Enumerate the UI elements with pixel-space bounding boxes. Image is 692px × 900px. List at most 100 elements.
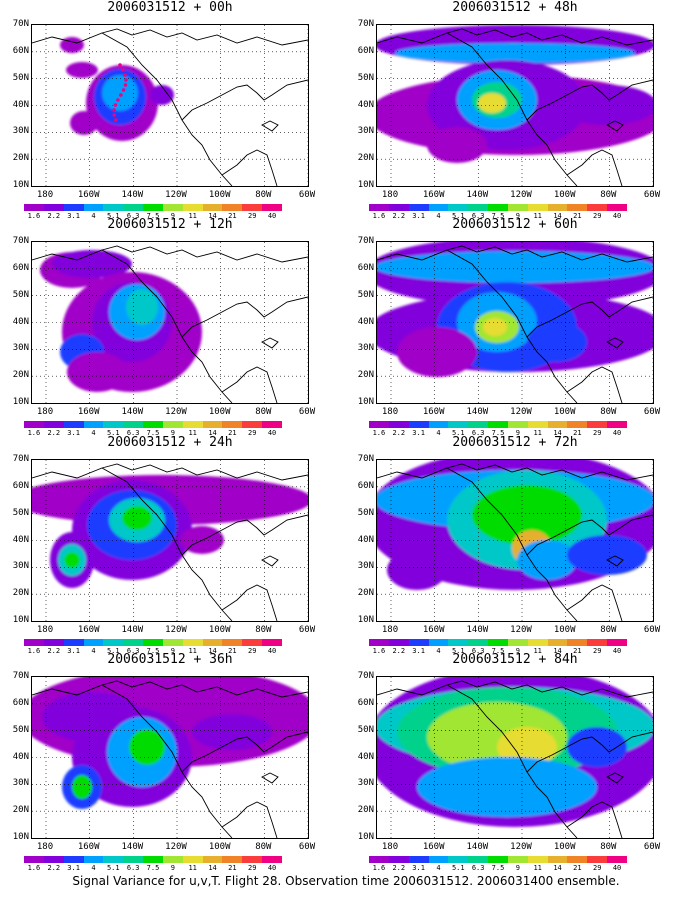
colorbar-label: 3.1 [67, 429, 80, 437]
latitude-tick-label: 10N [12, 397, 29, 407]
colorbar-swatch [143, 421, 163, 428]
map-svg [377, 242, 653, 403]
longitude-tick-label: 80W [600, 407, 617, 417]
colorbar-swatch [369, 421, 389, 428]
coastline [377, 32, 578, 186]
colorbar-label: 1.6 [27, 647, 41, 655]
flight-track-point [116, 98, 120, 102]
latitude-tick-label: 30N [12, 778, 29, 789]
colorbar-label: 9 [170, 864, 175, 872]
colorbar-swatch [408, 639, 429, 646]
colorbar-swatch [428, 856, 449, 863]
colorbar-swatch [24, 639, 44, 646]
colorbar-label: 7.5 [491, 429, 505, 437]
colorbar-label: 14 [208, 429, 217, 437]
longitude-tick-label: 60W [298, 842, 316, 852]
colorbar-swatch [242, 639, 263, 646]
longitude-tick-label: 120W [165, 407, 187, 417]
colorbar [24, 856, 282, 863]
colorbar-label: 2.2 [47, 647, 61, 655]
longitude-tick-label: 140W [121, 625, 144, 635]
colorbar-swatch [488, 856, 508, 863]
flight-track-point [124, 78, 128, 82]
colorbar-swatch [388, 639, 409, 646]
colorbar-swatch [468, 639, 489, 646]
colorbar-label: 40 [267, 864, 277, 872]
colorbar-label: 29 [248, 647, 257, 655]
coastline [181, 514, 308, 556]
variance-contour [417, 757, 597, 817]
colorbar-label: 4 [91, 212, 96, 220]
colorbar-swatch [123, 204, 144, 211]
colorbar-label: 11 [533, 212, 542, 220]
variance-contour [527, 322, 587, 362]
colorbar-label: 1.6 [27, 864, 41, 872]
colorbar-swatch [587, 856, 608, 863]
variance-contour [567, 727, 627, 767]
colorbar-label: 1.6 [372, 429, 386, 437]
latitude-tick-label: 70N [12, 454, 29, 464]
colorbar-swatch [587, 204, 608, 211]
colorbar-swatch [103, 421, 124, 428]
colorbar-swatch [182, 639, 203, 646]
colorbar-swatch [428, 639, 449, 646]
map-plot [31, 676, 309, 839]
coastline [566, 149, 623, 186]
colorbar-label: 5.1 [106, 212, 120, 220]
colorbar-label: 21 [573, 864, 582, 872]
latitude-tick-label: 60N [12, 262, 29, 273]
colorbar-label: 14 [553, 429, 562, 437]
colorbar-swatch [222, 639, 243, 646]
variance-contour [67, 352, 127, 392]
longitude-tick-label: 120W [165, 625, 187, 635]
flight-track-point [118, 63, 122, 67]
colorbar-label: 5.1 [106, 429, 120, 437]
colorbar-label: 6.3 [126, 647, 140, 655]
map-panel: 2006031512 + 00h 70N 60N 50N 40N 30N 20N 10N 180… [0, 0, 340, 220]
colorbar-swatch [607, 421, 627, 428]
coastline [566, 801, 623, 838]
coastline [446, 28, 653, 46]
colorbar-label: 7.5 [491, 647, 505, 655]
flight-track-point [121, 88, 126, 92]
coastline [566, 584, 623, 621]
colorbar-label: 9 [170, 212, 175, 220]
colorbar-label: 40 [612, 212, 622, 220]
variance-contour [472, 485, 582, 545]
flight-track-point [112, 113, 117, 117]
flight-track-point [119, 93, 123, 97]
colorbar-label: 21 [573, 647, 582, 655]
colorbar-label: 9 [515, 429, 520, 437]
latitude-tick-label: 40N [357, 316, 374, 327]
map-plot [376, 24, 654, 187]
longitude-tick-label: 80W [600, 625, 617, 635]
colorbar-swatch [547, 421, 568, 428]
colorbar-label: 29 [248, 864, 257, 872]
colorbar-swatch [587, 639, 608, 646]
coastline [181, 296, 308, 338]
longitude-tick-label: 100W [208, 842, 231, 852]
latitude-tick-label: 60N [357, 697, 374, 708]
longitude-tick-label: 180 [381, 625, 399, 635]
colorbar-label: 11 [188, 429, 197, 437]
latitude-tick-label: 10N [357, 832, 374, 842]
latitude-tick-label: 50N [357, 724, 374, 735]
colorbar-label: 9 [515, 864, 520, 872]
colorbar-label: 2.2 [392, 864, 406, 872]
coastline [221, 149, 278, 186]
latitude-tick-label: 30N [357, 561, 374, 572]
colorbar-swatch [262, 639, 282, 646]
colorbar-label: 14 [553, 212, 562, 220]
colorbar-label: 3.1 [412, 212, 425, 220]
colorbar [24, 421, 282, 428]
longitude-tick-label: 160W [422, 842, 445, 852]
map-svg [32, 242, 308, 403]
map-plot [376, 241, 654, 404]
colorbar-swatch [547, 856, 568, 863]
latitude-tick-label: 20N [357, 805, 374, 816]
longitude-tick-label: 140W [466, 842, 489, 852]
colorbar-swatch [567, 639, 588, 646]
longitude-tick-label: 100W [553, 407, 576, 417]
variance-contour [497, 727, 557, 767]
colorbar-label: 2.2 [392, 212, 406, 220]
